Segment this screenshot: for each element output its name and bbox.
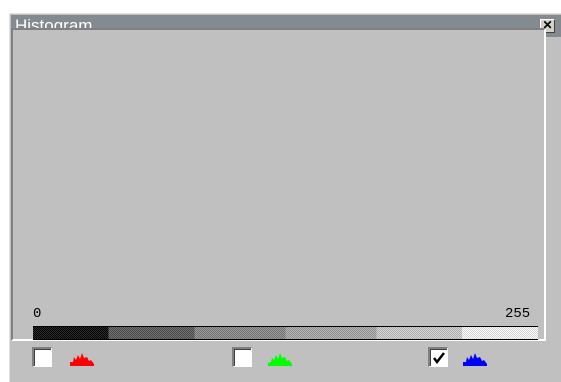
x-axis-max-label: 255 [505, 306, 531, 322]
red-channel-checkbox[interactable] [32, 347, 52, 367]
histogram-plot-area [11, 28, 546, 341]
grayscale-gradient-bar [33, 326, 538, 340]
blue-channel-checkbox[interactable] [428, 347, 448, 367]
x-axis-min-label: 0 [33, 306, 42, 322]
green-histogram-icon [268, 353, 292, 366]
close-icon: ✕ [542, 18, 553, 32]
blue-histogram-icon [463, 353, 487, 366]
check-icon [433, 352, 445, 365]
red-histogram-icon [70, 353, 94, 366]
green-channel-checkbox[interactable] [232, 347, 252, 367]
histogram-chart [20, 40, 545, 305]
